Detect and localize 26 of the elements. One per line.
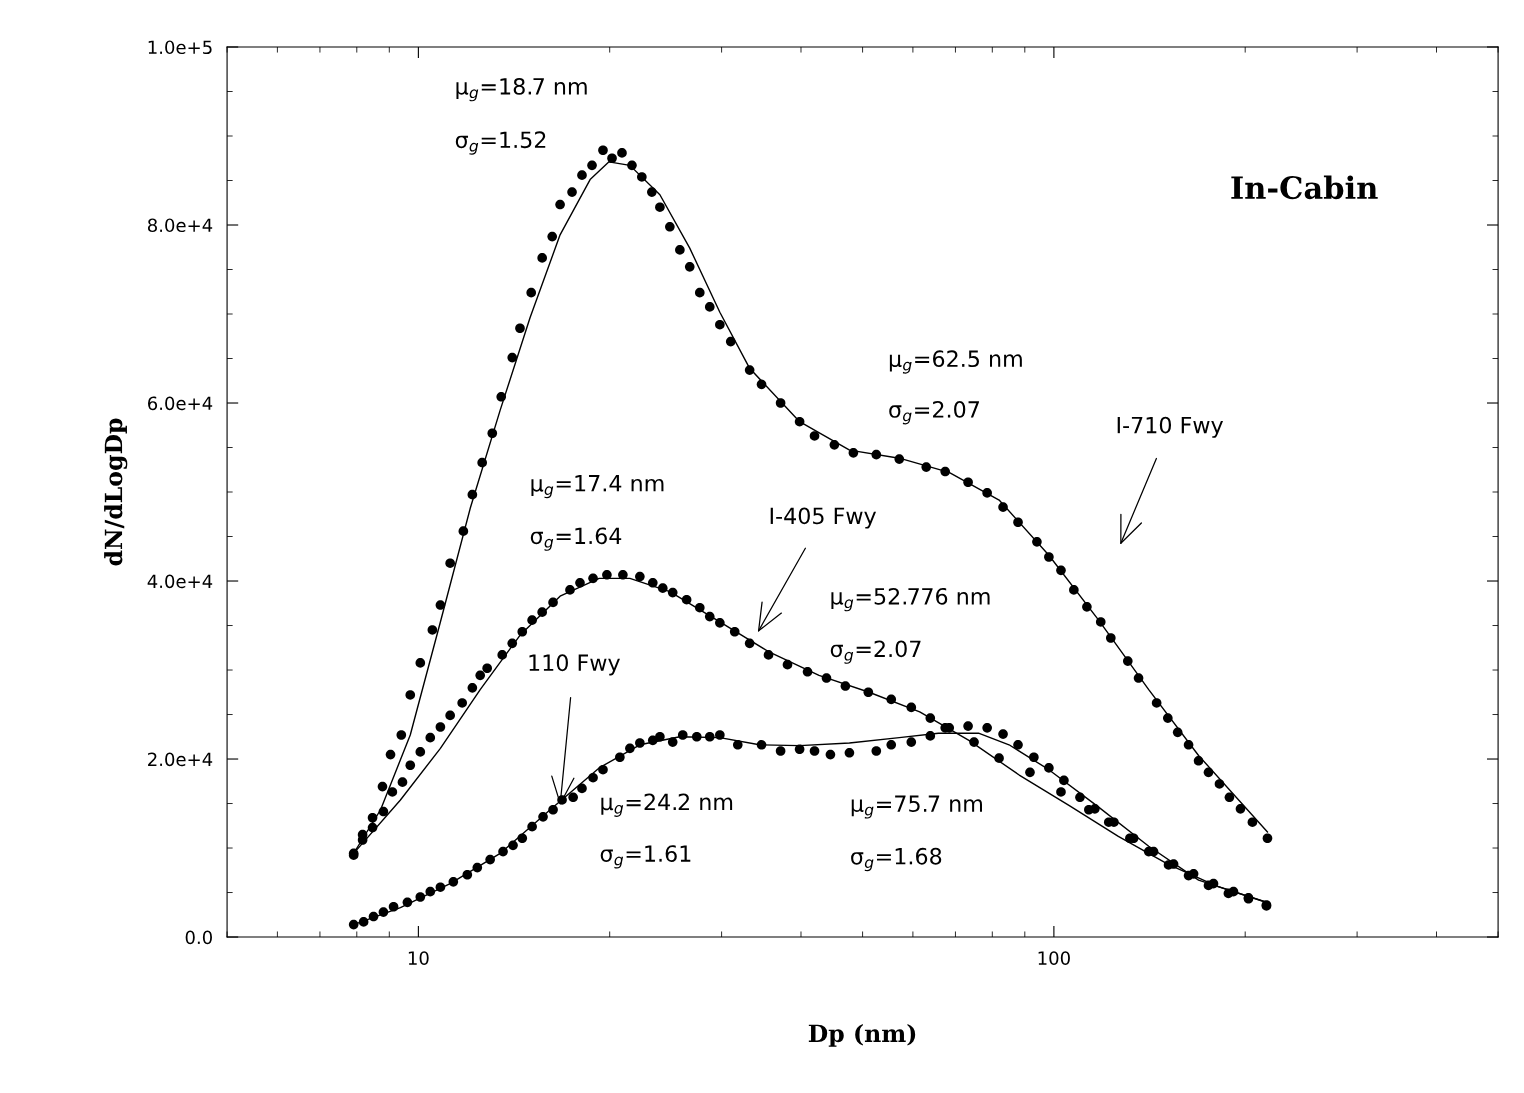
y-tick-label: 2.0e+4 bbox=[148, 752, 213, 767]
y-axis-title: dN/dLogDp bbox=[104, 418, 128, 566]
y-tick-label: 4.0e+4 bbox=[147, 574, 213, 589]
y-tick-label: 0.0 bbox=[185, 930, 212, 945]
y-tick-label: 8.0e+4 bbox=[147, 218, 213, 233]
x-tick-label: 100 bbox=[1038, 951, 1070, 965]
annotation: I-710 Fwy bbox=[1117, 416, 1224, 438]
annotation: μ$_{g}$=24.2 nm bbox=[601, 793, 733, 817]
annotation: 110 Fwy bbox=[529, 654, 620, 676]
y-tick-label: 6.0e+4 bbox=[148, 396, 213, 411]
annotation: σ$_{g}$=1.68 bbox=[851, 847, 942, 872]
annotation: μ$_{g}$=18.7 nm bbox=[456, 77, 587, 102]
annotation: σ$_{g}$=1.64 bbox=[530, 527, 622, 551]
annotation: μ$_{g}$=75.7 nm bbox=[851, 795, 982, 819]
annotation: σ$_{g}$=1.61 bbox=[600, 845, 691, 869]
annotation: I-405 Fwy bbox=[770, 507, 877, 529]
annotation: μ$_{g}$=17.4 nm bbox=[531, 475, 664, 499]
annotation: In-Cabin bbox=[1231, 175, 1378, 200]
annotation: σ$_{g}$=1.52 bbox=[455, 131, 546, 155]
x-axis-title: Dp (nm) bbox=[808, 1023, 916, 1047]
y-tick-label: 1.0e+5 bbox=[148, 40, 212, 55]
annotation: μ$_{g}$=62.5 nm bbox=[889, 350, 1022, 374]
annotation: σ$_{g}$=2.07 bbox=[830, 640, 921, 664]
x-tick-label: 10 bbox=[408, 951, 429, 965]
annotation: μ$_{g}$=52.776 nm bbox=[831, 587, 990, 612]
annotation: σ$_{g}$=2.07 bbox=[889, 401, 979, 425]
